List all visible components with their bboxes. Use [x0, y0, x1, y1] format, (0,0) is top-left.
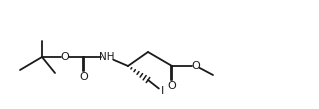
Text: O: O [80, 72, 88, 82]
Text: O: O [167, 81, 176, 91]
Text: I: I [160, 86, 164, 96]
Text: NH: NH [99, 52, 115, 62]
Text: O: O [61, 52, 69, 62]
Text: O: O [192, 61, 200, 71]
